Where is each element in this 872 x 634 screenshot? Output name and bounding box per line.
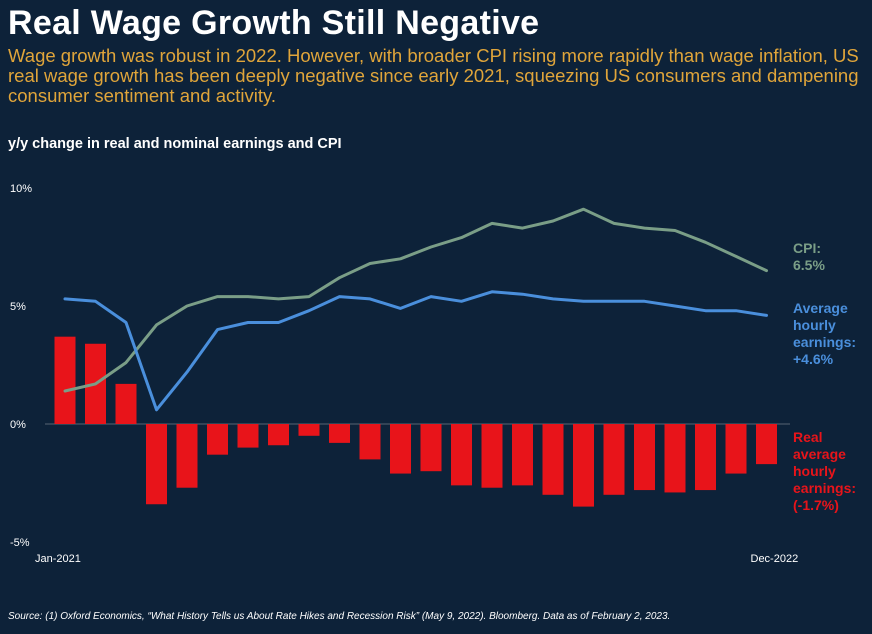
- real-earnings-bar: [542, 424, 564, 495]
- real-earnings-bar: [237, 424, 259, 448]
- real-earnings-bar: [634, 424, 655, 491]
- real-earnings-bar: [664, 424, 686, 493]
- y-tick-label: 5%: [10, 301, 26, 313]
- real-earnings-end-label: (-1.7%): [793, 497, 839, 513]
- real-earnings-bar: [146, 424, 167, 505]
- cpi-end-label: CPI:: [793, 240, 821, 256]
- real-earnings-bar: [573, 424, 594, 507]
- real-earnings-bar: [359, 424, 381, 460]
- y-tick-label: -5%: [10, 537, 30, 549]
- x-tick-label: Dec-2022: [751, 553, 799, 565]
- real-earnings-bar: [298, 424, 320, 436]
- real-earnings-bar: [115, 383, 137, 424]
- real-earnings-bar: [329, 424, 350, 443]
- real-earnings-bar: [390, 424, 411, 474]
- real-earnings-bar: [176, 424, 198, 488]
- avg-hourly-earnings-end-label: +4.6%: [793, 351, 834, 367]
- page-subtitle: Wage growth was robust in 2022. However,…: [8, 45, 859, 106]
- real-earnings-bar: [725, 424, 747, 474]
- cpi-end-label: 6.5%: [793, 257, 825, 273]
- real-earnings-bar: [268, 424, 289, 446]
- cpi-line: [63, 207, 768, 393]
- real-earnings-bar: [481, 424, 503, 488]
- real-earnings-bar: [603, 424, 625, 495]
- real-earnings-end-label: average: [793, 446, 846, 462]
- avg-hourly-earnings-line: [63, 290, 768, 412]
- real-earnings-end-label: Real: [793, 429, 823, 445]
- real-earnings-bar: [756, 424, 777, 465]
- real-earnings-bar: [420, 424, 442, 472]
- x-tick-label: Jan-2021: [35, 553, 81, 565]
- avg-hourly-earnings-end-label: earnings:: [793, 334, 856, 350]
- chart-title: y/y change in real and nominal earnings …: [8, 136, 342, 152]
- real-earnings-bar: [512, 424, 533, 486]
- avg-hourly-earnings-end-label: Average: [793, 300, 848, 316]
- y-tick-label: 0%: [10, 419, 26, 431]
- real-earnings-end-label: earnings:: [793, 480, 856, 496]
- page-title: Real Wage Growth Still Negative: [8, 4, 540, 42]
- real-earnings-bar: [207, 424, 228, 455]
- real-earnings-bar: [695, 424, 716, 491]
- real-earnings-bar: [451, 424, 472, 486]
- real-earnings-end-label: hourly: [793, 463, 836, 479]
- real-earnings-bar: [54, 336, 76, 424]
- avg-hourly-earnings-end-label: hourly: [793, 317, 836, 333]
- source-note: Source: (1) Oxford Economics, “What Hist…: [8, 611, 671, 622]
- y-tick-label: 10%: [10, 183, 32, 195]
